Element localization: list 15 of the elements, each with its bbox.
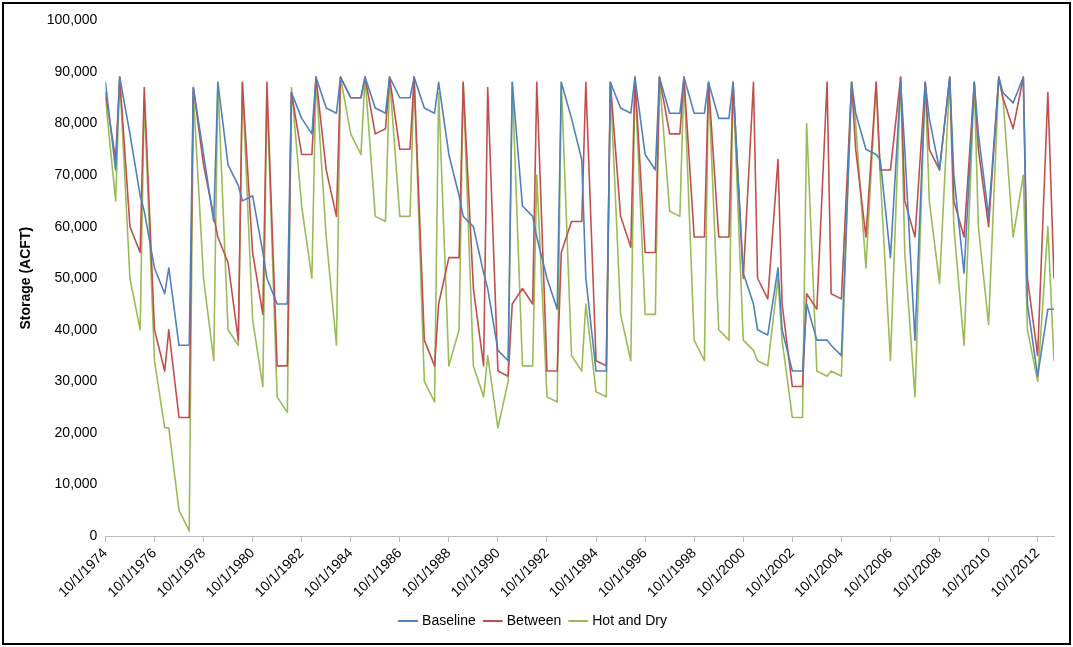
y-tick-label: 90,000 xyxy=(54,62,98,79)
y-tick-label: 80,000 xyxy=(54,114,98,131)
y-tick-label: 70,000 xyxy=(54,165,98,182)
y-tick-label: 10,000 xyxy=(54,475,98,492)
y-tick-label: 40,000 xyxy=(54,320,98,337)
legend-label: Hot and Dry xyxy=(592,611,667,628)
y-tick-label: 30,000 xyxy=(54,372,98,389)
legend-label: Baseline xyxy=(422,611,476,628)
y-axis-title: Storage (ACFT) xyxy=(17,226,34,330)
y-tick-label: 0 xyxy=(89,526,98,543)
y-tick-label: 50,000 xyxy=(54,269,98,286)
y-tick-label: 20,000 xyxy=(54,423,98,440)
legend-label: Between xyxy=(506,611,562,628)
y-tick-label: 100,000 xyxy=(46,11,98,28)
y-tick-label: 60,000 xyxy=(54,217,98,234)
